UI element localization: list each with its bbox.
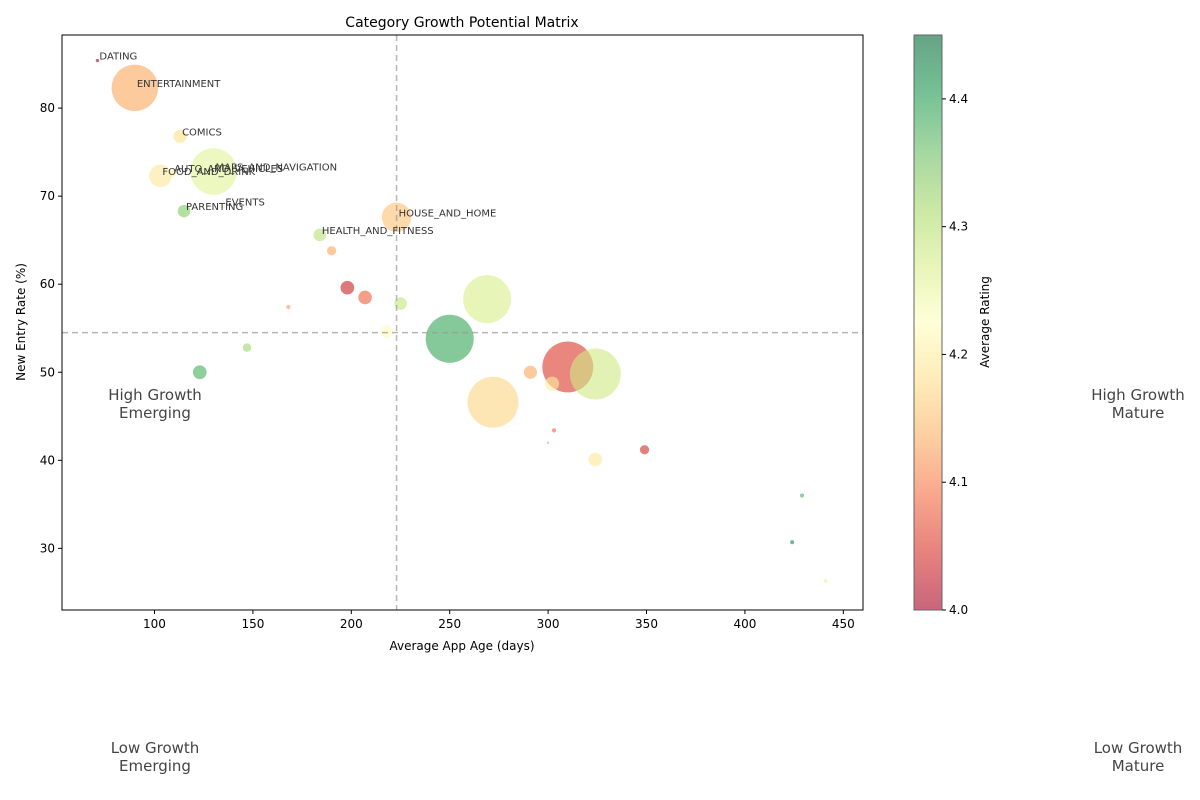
plot-area xyxy=(61,34,864,611)
data-point xyxy=(221,205,225,209)
data-point xyxy=(823,578,828,584)
data-point xyxy=(111,64,159,112)
y-tick-label: 50 xyxy=(40,365,55,379)
quadrant-label-line1: Low Growth xyxy=(111,739,200,757)
data-point xyxy=(790,540,795,545)
point-labels-layer: DATING ENTERTAINMENT COMICS AUTO_AND_VEHICL… xyxy=(99,52,496,237)
data-point xyxy=(313,228,327,242)
colorbar-tick-label: 4.3 xyxy=(949,220,968,234)
x-tick-label: 150 xyxy=(241,617,264,631)
chart-title: Category Growth Potential Matrix xyxy=(345,15,578,31)
colorbar-tick-label: 4.2 xyxy=(949,347,968,361)
quadrant-label-line2: Emerging xyxy=(119,404,191,422)
x-tick-label: 100 xyxy=(143,617,166,631)
x-tick-label: 450 xyxy=(832,617,855,631)
median-lines xyxy=(62,35,863,610)
data-point xyxy=(95,58,100,63)
quadrant-label-line1: High Growth xyxy=(108,386,202,404)
x-tick-label: 350 xyxy=(635,617,658,631)
quadrant-label-line1: Low Growth xyxy=(1094,739,1183,757)
data-point xyxy=(569,348,621,400)
colorbar-tick-label: 4.0 xyxy=(949,603,968,617)
y-tick-label: 30 xyxy=(40,541,55,555)
x-tick-label: 400 xyxy=(733,617,756,631)
data-point xyxy=(326,246,337,256)
data-point xyxy=(358,290,372,305)
data-point xyxy=(523,365,537,379)
colorbar xyxy=(913,34,943,611)
data-point xyxy=(340,280,355,295)
colorbar-ticks: 4.0 4.1 4.2 4.3 4.4 xyxy=(942,92,968,617)
quadrant-label-line2: Emerging xyxy=(119,757,191,775)
y-tick-label: 40 xyxy=(40,453,55,467)
point-label: COMICS xyxy=(182,127,222,138)
data-point xyxy=(588,452,603,467)
quadrant-label-line2: Mature xyxy=(1112,757,1165,775)
colorbar-label: Average Rating xyxy=(978,276,992,368)
data-point xyxy=(168,169,177,178)
data-point xyxy=(177,204,191,218)
quadrant-high-growth-emerging: High Growth Emerging xyxy=(108,386,202,422)
quadrant-low-growth-mature: Low Growth Mature xyxy=(1094,739,1183,775)
colorbar-tick-label: 4.4 xyxy=(949,92,968,106)
data-point xyxy=(467,376,519,428)
x-tick-label: 200 xyxy=(340,617,363,631)
x-axis: 100 150 200 250 300 350 400 450 xyxy=(143,610,855,631)
data-point xyxy=(394,297,407,310)
y-tick-label: 70 xyxy=(40,189,55,203)
quadrant-label-line2: Mature xyxy=(1112,404,1165,422)
y-axis: 30 40 50 60 70 80 xyxy=(40,101,62,555)
data-point xyxy=(173,129,187,143)
y-tick-label: 80 xyxy=(40,101,55,115)
point-label: ENTERTAINMENT xyxy=(137,79,221,90)
data-point xyxy=(192,365,207,380)
point-label: FOOD_AND_DRINK xyxy=(162,167,255,178)
data-point xyxy=(286,305,291,310)
data-point xyxy=(190,148,237,195)
y-axis-label: New Entry Rate (%) xyxy=(14,263,28,381)
quadrant-high-growth-mature: High Growth Mature xyxy=(1091,386,1185,422)
quadrant-label-line1: High Growth xyxy=(1091,386,1185,404)
data-point xyxy=(380,325,394,339)
x-axis-label: Average App Age (days) xyxy=(389,639,534,653)
data-point xyxy=(544,376,560,391)
data-point xyxy=(463,275,512,324)
point-label: PARENTING xyxy=(186,202,243,213)
quadrant-low-growth-emerging: Low Growth Emerging xyxy=(111,739,200,775)
data-point xyxy=(149,164,172,188)
data-point xyxy=(551,428,557,433)
point-label: HOUSE_AND_HOME xyxy=(399,208,497,219)
point-label: EVENTS xyxy=(225,198,264,209)
point-label: AUTO_AND_VEHICLES xyxy=(174,164,283,175)
data-point xyxy=(799,493,805,498)
point-label: MAPS_AND_NAVIGATION xyxy=(216,162,338,173)
data-point xyxy=(546,441,550,444)
x-tick-label: 250 xyxy=(438,617,461,631)
points-layer xyxy=(95,58,828,584)
point-label: DATING xyxy=(99,52,137,63)
x-tick-label: 300 xyxy=(537,617,560,631)
y-tick-label: 60 xyxy=(40,277,55,291)
data-point xyxy=(242,343,252,352)
data-point xyxy=(639,445,650,455)
point-label: HEALTH_AND_FITNESS xyxy=(322,226,434,237)
colorbar-tick-label: 4.1 xyxy=(949,475,968,489)
data-point xyxy=(425,314,474,363)
